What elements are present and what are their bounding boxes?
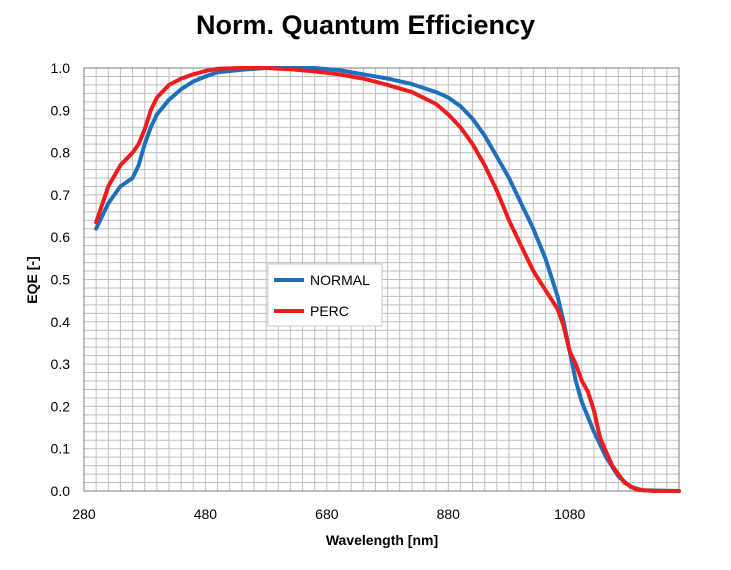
x-tick-label: 280 (72, 506, 96, 522)
y-tick-label: 0.7 (51, 187, 71, 203)
legend-box (267, 263, 383, 327)
y-tick-label: 0.1 (51, 441, 71, 457)
series-line-normal (94, 66, 681, 493)
legend: NORMAL PERC (267, 263, 383, 327)
series-lines (94, 66, 681, 493)
y-tick-label: 0.2 (51, 398, 71, 414)
x-tick-label: 880 (437, 506, 461, 522)
legend-label-perc: PERC (310, 303, 349, 319)
chart-title: Norm. Quantum Efficiency (195, 10, 536, 40)
y-tick-label: 0.5 (51, 272, 71, 288)
y-tick-label: 0.6 (51, 229, 71, 245)
y-tick-label: 0.8 (51, 145, 71, 161)
x-tick-label: 680 (315, 506, 339, 522)
y-axis-ticks: 0.0 0.1 0.2 0.3 0.4 0.5 0.6 0.7 0.8 0.9 1.0 (51, 60, 71, 499)
y-axis-label: EQE [-] (24, 256, 40, 303)
y-tick-label: 0.3 (51, 356, 71, 372)
legend-label-normal: NORMAL (310, 272, 370, 288)
x-tick-label: 1080 (554, 506, 585, 522)
x-axis-ticks: 280 480 680 880 1080 (72, 506, 585, 522)
y-tick-label: 0.9 (51, 102, 71, 118)
series-line-perc (94, 66, 681, 493)
y-tick-label: 0.4 (51, 314, 71, 330)
x-axis-label: Wavelength [nm] (326, 532, 438, 548)
y-tick-label: 1.0 (51, 60, 71, 76)
x-tick-label: 480 (194, 506, 218, 522)
plot-frame (83, 67, 680, 492)
y-tick-label: 0.0 (51, 483, 71, 499)
